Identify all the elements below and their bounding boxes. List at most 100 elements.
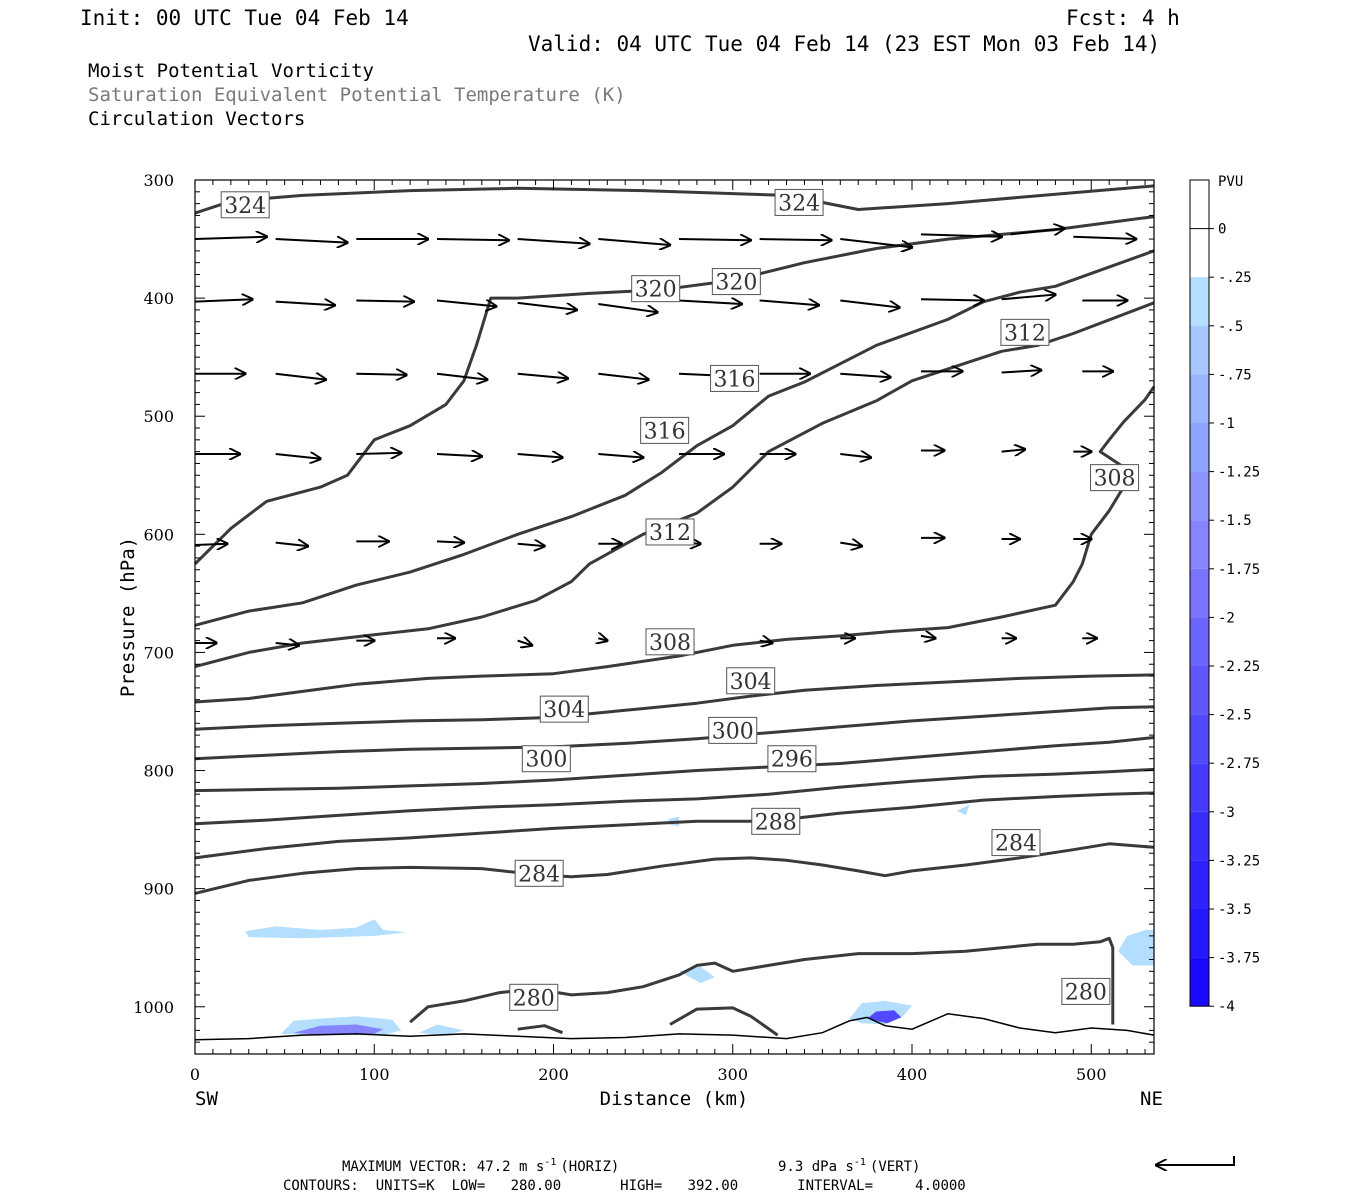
colorbar-unit-label: PVU (1218, 174, 1243, 190)
y-tick-label: 700 (143, 643, 174, 662)
circulation-vector (275, 643, 299, 645)
pv-patch (245, 919, 407, 939)
circulation-vector (517, 641, 532, 646)
circulation-vector (356, 300, 413, 301)
contour-label-320: 320 (715, 271, 757, 296)
valid-label: Valid: 04 UTC Tue 04 Feb 14 (23 EST Mon … (528, 32, 1160, 56)
circulation-vector (436, 454, 482, 456)
circulation-vector (517, 544, 545, 546)
circulation-vector (275, 302, 335, 306)
contour-label-300: 300 (525, 748, 567, 773)
colorbar-tick-label: -1.75 (1218, 562, 1260, 578)
circulation-vector (920, 636, 935, 638)
contour-label-296: 296 (771, 748, 813, 773)
circulation-vector (598, 238, 670, 245)
max-vector-label: MAXIMUM VECTOR: 47.2 m s-1 (HORIZ) (342, 1157, 619, 1175)
pv-patch (867, 1010, 902, 1024)
circulation-vector (517, 374, 568, 379)
circulation-vector (598, 638, 607, 640)
contour-label-316: 316 (644, 419, 686, 444)
y-tick-label: 1000 (133, 998, 174, 1017)
contour-label-box (640, 416, 690, 444)
colorbar-tick-label: -3 (1218, 805, 1235, 821)
contour-label-280: 280 (513, 986, 555, 1011)
circulation-vector (678, 239, 751, 240)
circulation-vector (920, 234, 1002, 236)
contour-label-288: 288 (755, 810, 797, 835)
contour-292 (194, 767, 1155, 826)
terrain-surface (194, 1013, 1155, 1041)
colorbar-swatch (1190, 277, 1209, 326)
circulation-vector (920, 299, 984, 300)
contour-label-280: 280 (1065, 980, 1107, 1005)
contour-label-312: 312 (649, 521, 691, 546)
colorbar-swatch (1190, 909, 1209, 958)
circulation-vector (1010, 228, 1065, 234)
colorbar-frame (1189, 179, 1210, 1007)
circulation-vector (194, 544, 227, 545)
circulation-vector (840, 238, 912, 247)
y-tick-label: 300 (143, 171, 174, 190)
pv-colorbar: 0 -.25 -.5 -.75 -1 -1.25 -1.5 -1.75 -2 -2.25 -2.5 -… (1189, 179, 1260, 1015)
max-vector-vert-label: 9.3 dPa s-1 (VERT) (778, 1157, 920, 1175)
circulation-vector (436, 374, 487, 380)
circulation-vector (275, 454, 321, 459)
contour-label-324: 324 (778, 191, 820, 216)
contour-280 (517, 1024, 564, 1035)
ne-label: NE (1140, 1088, 1163, 1110)
circulation-vector (759, 300, 819, 305)
contour-label-308: 308 (1094, 467, 1136, 492)
contour-284 (194, 842, 1155, 895)
x-tick-label: 400 (897, 1065, 928, 1084)
colorbar-swatch (1190, 520, 1209, 569)
x-axis-label: Distance (km) (600, 1088, 749, 1110)
contour-label-box (711, 268, 761, 296)
circulation-vector (1001, 295, 1056, 300)
contour-label-box (751, 807, 801, 835)
colorbar-swatch (1190, 763, 1209, 812)
circulation-vector (436, 300, 496, 306)
circulation-vector (840, 374, 890, 378)
contour-324 (194, 184, 1155, 215)
colorbar-tick-label: -2.75 (1218, 756, 1260, 772)
pv-patch (956, 804, 970, 816)
contour-label-312: 312 (1004, 321, 1046, 346)
circulation-vector (356, 374, 406, 375)
theta-contours (193, 184, 1156, 1037)
y-axis-label: Pressure (hPa) (117, 537, 139, 697)
colorbar-swatch (1190, 568, 1209, 618)
x-tick-label: 100 (359, 1065, 390, 1084)
circulation-vector (678, 300, 742, 304)
reference-vector-arrow (1156, 1156, 1235, 1165)
circulation-vector (517, 454, 563, 458)
contour-280 (409, 936, 1115, 1025)
circulation-vector (598, 374, 648, 380)
contour-308 (194, 385, 1156, 704)
sw-label: SW (195, 1088, 218, 1110)
x-tick-label: 500 (1076, 1065, 1107, 1084)
x-tick-label: 300 (717, 1065, 748, 1084)
circulation-vector (1001, 370, 1041, 372)
circulation-vector (275, 239, 348, 243)
contour-label-box (220, 191, 270, 219)
contour-304 (194, 673, 1155, 731)
contour-label-box (509, 983, 559, 1011)
contour-320 (193, 215, 1155, 565)
terrain-line (194, 1013, 1155, 1041)
circulation-vector (840, 454, 870, 458)
colorbar-tick-label: -.75 (1218, 367, 1252, 383)
contour-label-316: 316 (714, 367, 756, 392)
colorbar-swatch (1190, 180, 1209, 229)
colorbar-swatch (1190, 860, 1209, 909)
contour-label-box (708, 716, 758, 744)
contour-300 (194, 705, 1155, 761)
y-tick-label: 800 (143, 762, 174, 781)
plot-frame (194, 179, 1155, 1055)
contour-296 (194, 736, 1155, 793)
contour-label-box (1090, 464, 1140, 492)
circulation-vector (759, 239, 832, 240)
colorbar-swatch (1190, 374, 1209, 423)
contour-label-324: 324 (224, 194, 266, 219)
circulation-vector (436, 239, 509, 240)
y-tick-label: 900 (143, 880, 174, 899)
